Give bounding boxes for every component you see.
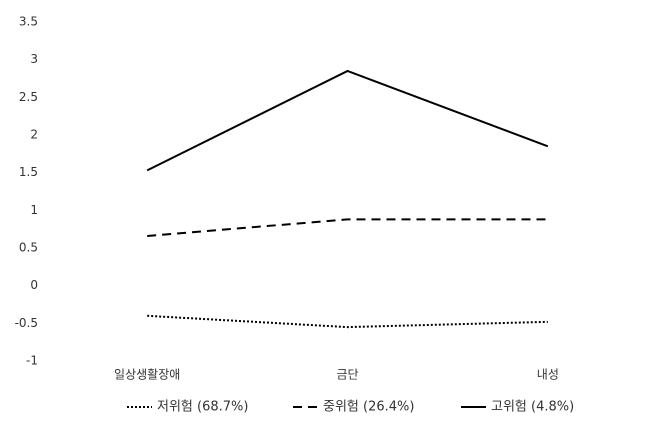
x-tick-label: 금단 (336, 368, 358, 382)
x-tick-label: 내성 (537, 368, 559, 382)
y-tick-label: 3.5 (19, 15, 38, 29)
legend-label: 저위험 (68.7%) (157, 400, 248, 415)
y-tick-label: 2.5 (19, 90, 38, 104)
x-tick-label: 일상생활장애 (114, 368, 180, 382)
y-tick-label: -0.5 (15, 316, 38, 330)
y-tick-label: 1 (30, 203, 38, 217)
legend-label: 중위험 (26.4%) (323, 400, 414, 415)
y-tick-label: 3 (30, 52, 38, 66)
y-tick-label: 0 (30, 278, 38, 292)
series-line (147, 218, 548, 237)
y-tick-label: 2 (30, 128, 38, 142)
y-tick-label: 0.5 (19, 241, 38, 255)
series-line (147, 314, 548, 329)
y-tick-label: 1.5 (19, 165, 38, 179)
legend: 저위험 (68.7%) 중위험 (26.4%) 고위험 (4.8%) (127, 400, 574, 415)
y-tick-label: -1 (26, 354, 38, 368)
series-line (146, 69, 549, 172)
legend-label: 고위험 (4.8%) (491, 400, 574, 415)
